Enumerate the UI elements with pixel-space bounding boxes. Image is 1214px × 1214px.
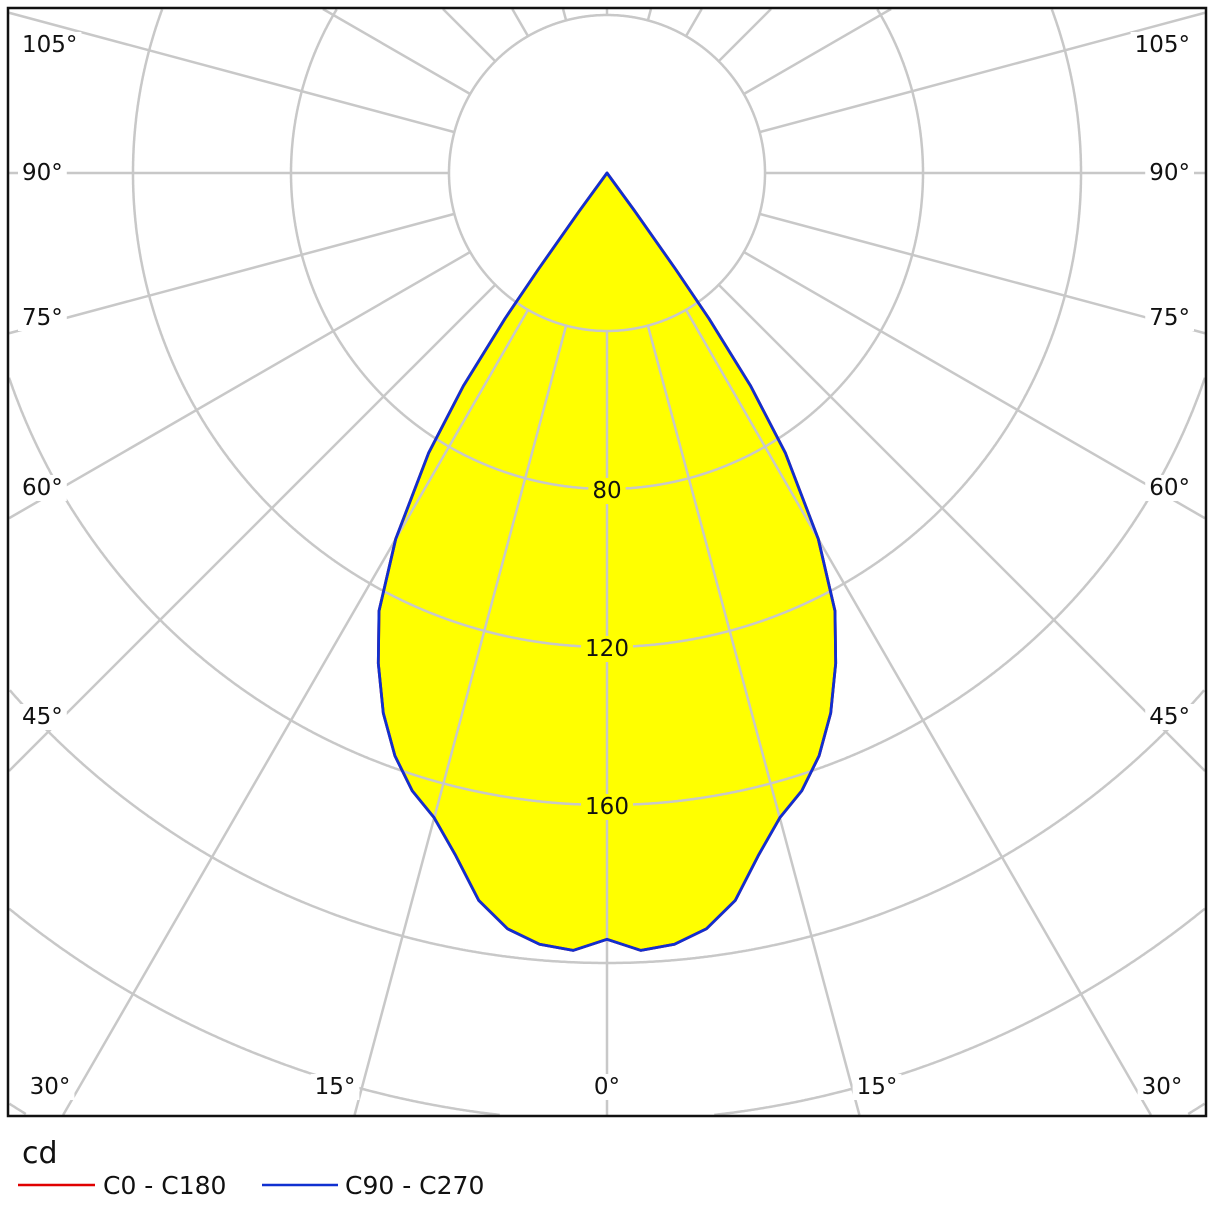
grid-circle-240 [8,907,1206,1117]
radial-line-105 [8,11,455,134]
legend-label-c90-c270: C90 - C270 [345,1171,484,1200]
angle-label-right-bg [1145,704,1194,730]
angle-label-right: 60° [1149,475,1190,501]
series-curve-c90-c270 [376,171,838,952]
radial-line-150 [511,8,530,37]
angle-label-right: 90° [1149,160,1190,186]
radial-tick-label: 80 [592,478,621,504]
radial-line-105 [759,11,1206,134]
angle-label-bottom: 15° [315,1074,356,1100]
radial-line-120 [322,7,471,96]
radial-line-60 [8,250,471,520]
radial-line-15 [646,325,861,1116]
angle-label-right-bg [1145,160,1194,186]
legend-label-c0-c180: C0 - C180 [103,1171,226,1200]
radial-tick-label-bg [588,478,626,504]
radial-line-45 [8,283,497,772]
angle-label-left: 45° [22,704,63,730]
radial-line-75 [759,212,1206,335]
angle-label-right-bg [1130,32,1194,58]
angle-label-left-bg [18,704,67,730]
angle-label-right: 105° [1135,32,1190,58]
radial-line-75 [8,212,455,335]
angle-label-bottom: 0° [594,1074,620,1100]
grid-circle-120 [131,8,1083,649]
radial-line-165 [561,8,568,21]
angle-label-left: 60° [22,475,63,501]
angle-label-bottom-bg [25,1074,75,1100]
radial-line-45 [717,283,1206,772]
angle-label-left-bg [18,32,82,58]
angle-label-left-bg [18,160,67,186]
radial-line-120 [743,7,892,96]
radial-tick-label-bg [581,636,633,662]
radial-tick-label: 120 [585,636,629,662]
angle-label-left: 105° [22,32,77,58]
grid-circle-280 [8,1102,1206,1116]
radial-line-15 [353,325,568,1116]
radial-line-135 [717,8,772,63]
angle-label-bottom: 15° [857,1074,898,1100]
angle-label-bottom-bg [310,1074,360,1100]
radial-line-30 [62,309,530,1116]
unit-label: cd [22,1136,58,1171]
radial-line-165 [646,8,653,21]
radial-line-135 [442,8,497,63]
angle-label-right: 45° [1149,704,1190,730]
radial-line-30 [684,309,1152,1116]
angle-label-left: 75° [22,305,63,331]
angle-label-bottom-bg [589,1074,625,1100]
grid-circle-80 [289,8,925,491]
angle-label-bottom-bg [852,1074,902,1100]
radial-line-150 [684,8,703,37]
angle-label-bottom-bg [1137,1074,1187,1100]
radial-line-60 [743,250,1206,520]
angle-label-left: 90° [22,160,63,186]
plot-frame [6,6,1208,1118]
angle-label-left-bg [18,475,67,501]
radial-tick-label-bg [581,794,633,820]
radial-tick-label: 160 [585,794,629,820]
angle-label-bottom: 30° [1142,1074,1183,1100]
angle-label-right-bg [1145,475,1194,501]
angle-label-bottom: 30° [30,1074,71,1100]
angle-label-right-bg [1145,305,1194,331]
angle-label-right: 75° [1149,305,1190,331]
angle-label-left-bg [18,305,67,331]
